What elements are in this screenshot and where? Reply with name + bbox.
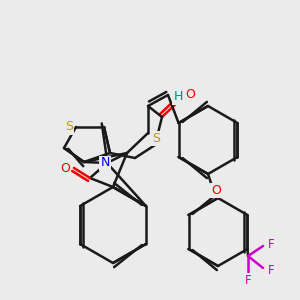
Text: S: S: [65, 121, 73, 134]
Text: F: F: [268, 238, 274, 250]
Text: N: N: [100, 157, 110, 169]
Text: F: F: [268, 263, 274, 277]
Text: H: H: [173, 91, 183, 103]
Text: F: F: [245, 274, 251, 286]
Text: O: O: [211, 184, 221, 196]
Text: O: O: [60, 161, 70, 175]
Text: S: S: [152, 131, 160, 145]
Text: O: O: [185, 88, 195, 101]
